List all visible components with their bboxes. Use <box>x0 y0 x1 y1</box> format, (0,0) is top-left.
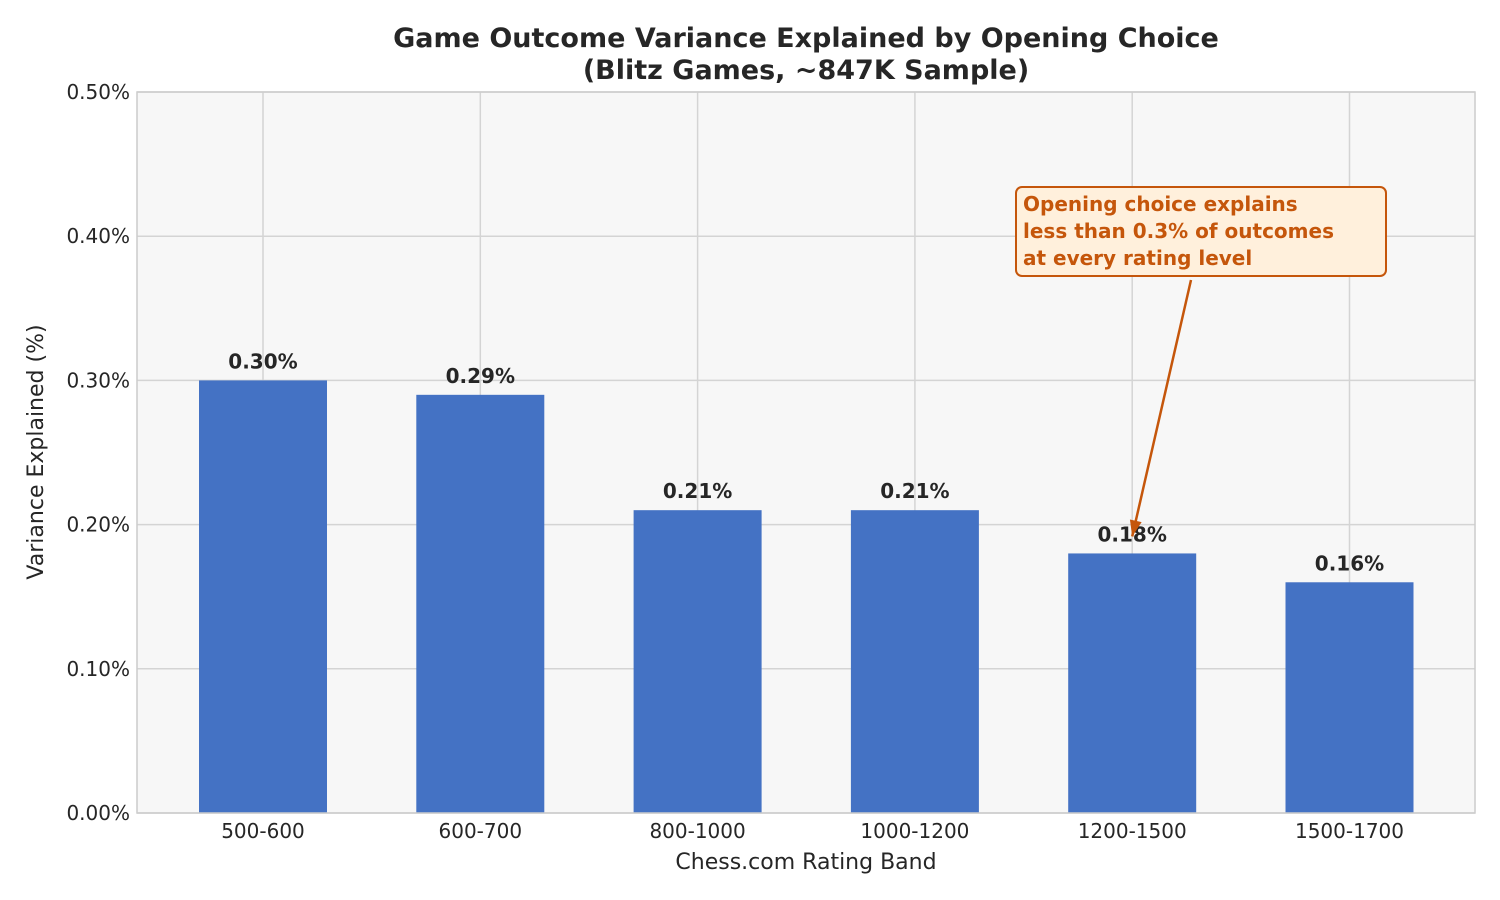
y-tick-label: 0.40% <box>66 224 130 248</box>
x-tick-label: 1500-1700 <box>1295 819 1404 843</box>
y-tick-label: 0.20% <box>66 513 130 537</box>
x-axis-label: Chess.com Rating Band <box>675 850 936 875</box>
annotation: Opening choice explains less than 0.3% of… <box>1015 186 1387 537</box>
x-tick-label: 1200-1500 <box>1078 819 1187 843</box>
bar-1500-1700 <box>1285 582 1414 813</box>
annotation-text-line: at every rating level <box>1023 246 1252 270</box>
x-tick-label: 600-700 <box>439 819 523 843</box>
y-axis-ticks: 0.00% 0.10% 0.20% 0.30% 0.40% 0.50% <box>66 80 130 825</box>
bar-data-label: 0.29% <box>446 364 515 388</box>
bar-500-600 <box>199 380 327 813</box>
annotation-arrow-head <box>1129 519 1142 537</box>
x-tick-label: 800-1000 <box>649 819 745 843</box>
annotation-box <box>1015 186 1387 277</box>
x-tick-label: 1000-1200 <box>860 819 969 843</box>
y-axis-label: Variance Explained (%) <box>24 324 49 579</box>
bar-data-label: 0.16% <box>1315 551 1384 575</box>
chart-title: Game Outcome Variance Explained by Openi… <box>393 23 1219 54</box>
x-axis-ticks: 500-600 600-700 800-1000 1000-1200 1200-1500… <box>221 819 1404 843</box>
bar-data-label: 0.21% <box>880 479 949 503</box>
bar-600-700 <box>416 394 545 813</box>
annotation-text-line: less than 0.3% of outcomes <box>1023 219 1334 243</box>
y-tick-label: 0.10% <box>66 657 130 681</box>
bar-1000-1200 <box>850 510 979 813</box>
plot-frame <box>136 91 1476 814</box>
chart-subtitle: (Blitz Games, ~847K Sample) <box>583 55 1029 86</box>
y-tick-label: 0.00% <box>66 801 130 825</box>
annotation-arrow-line <box>1130 279 1193 537</box>
bars <box>199 380 1414 813</box>
bar-800-1000 <box>633 510 762 813</box>
bar-data-label: 0.30% <box>228 349 297 373</box>
x-tick-label: 500-600 <box>221 819 305 843</box>
bar-data-label: 0.21% <box>663 479 732 503</box>
y-tick-label: 0.30% <box>66 368 130 392</box>
bar-data-labels: 0.30%0.29%0.21%0.21%0.18%0.16% <box>228 349 1384 575</box>
bar-1200-1500 <box>1068 553 1197 813</box>
annotation-text-line: Opening choice explains <box>1023 192 1298 216</box>
y-tick-label: 0.50% <box>66 80 130 104</box>
